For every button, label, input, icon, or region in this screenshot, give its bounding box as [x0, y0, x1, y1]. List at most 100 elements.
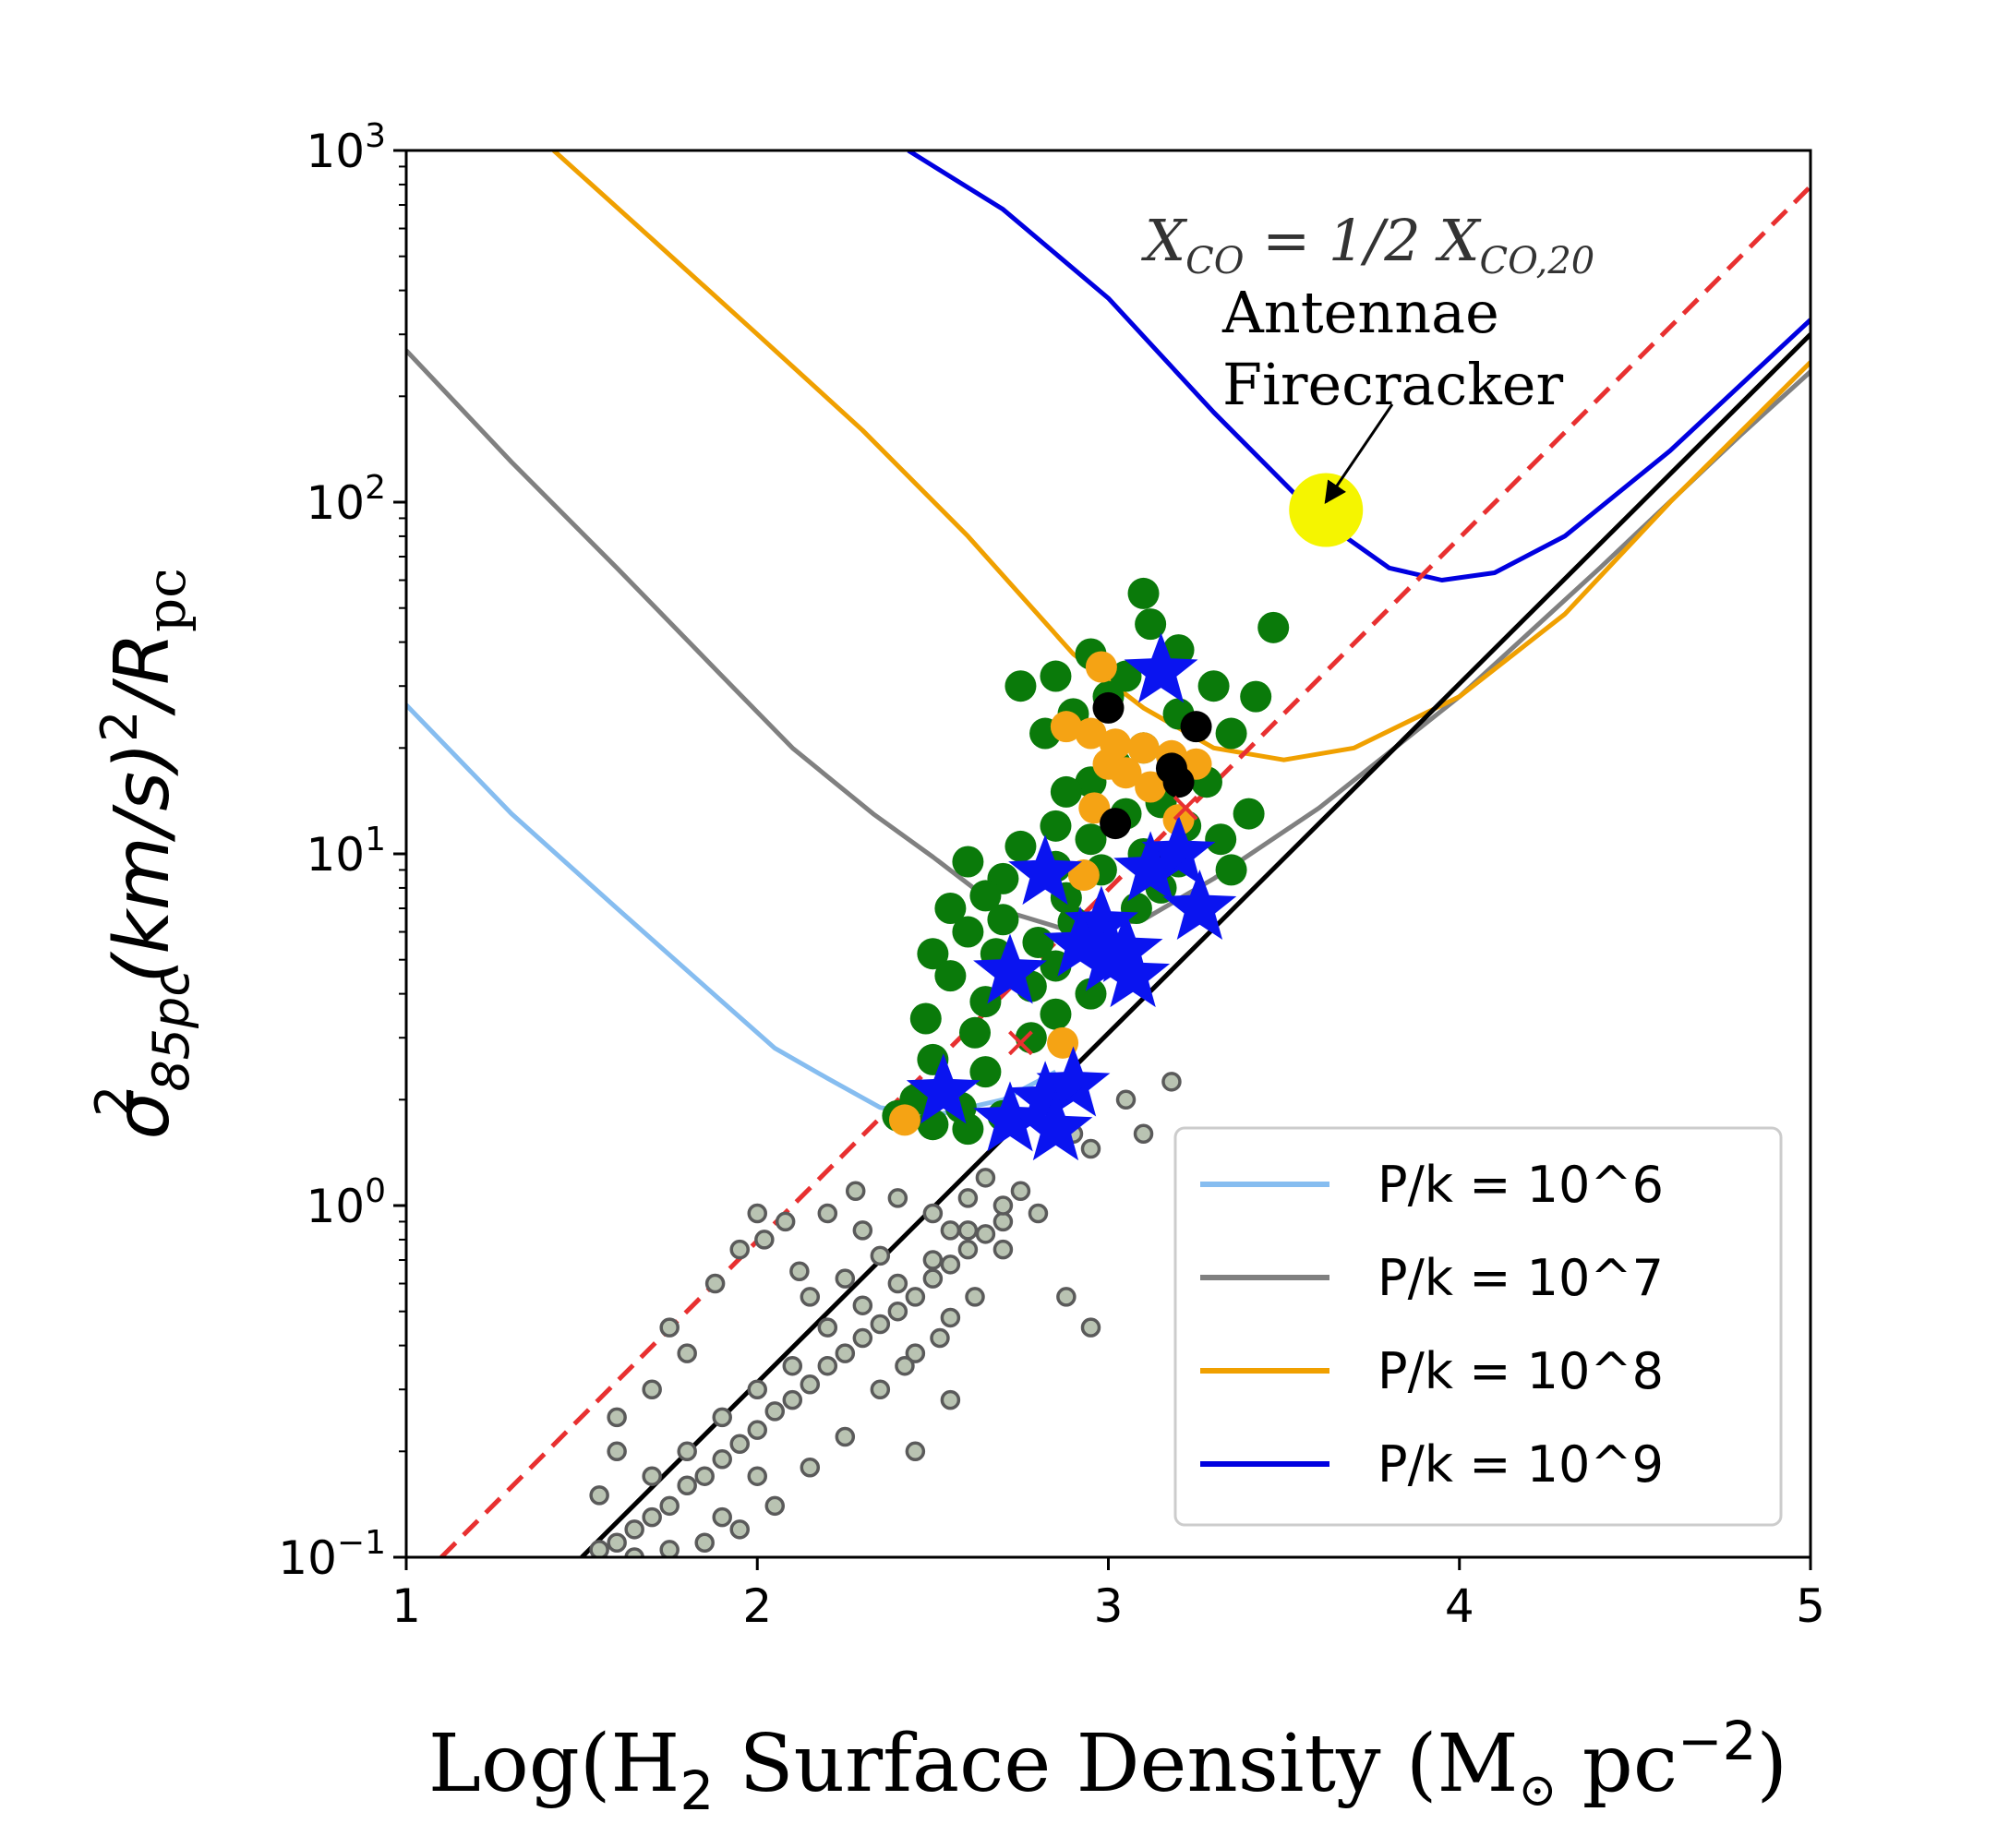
legend-label: P/k = 10^7	[1377, 1249, 1664, 1307]
cross-point	[1008, 1030, 1033, 1056]
data-point	[607, 1407, 627, 1428]
data-point	[624, 1547, 644, 1557]
data-point	[642, 1379, 662, 1399]
axes: 1 2 3 4 5 10−1 100 101 102 103	[278, 117, 1825, 1633]
data-point	[1028, 1203, 1049, 1224]
firecracker-arrow	[1324, 403, 1394, 504]
data-point	[1100, 808, 1132, 840]
x-axis-label: Log(H2 Surface Density (M⊙ pc−2)	[428, 1710, 1787, 1822]
star-point	[1036, 1046, 1111, 1117]
data-point	[694, 1466, 715, 1486]
data-point	[905, 1441, 926, 1462]
data-point	[905, 1343, 926, 1363]
data-point	[888, 1104, 920, 1136]
data-point	[659, 1495, 680, 1517]
data-point	[747, 1379, 767, 1399]
data-point	[712, 1506, 732, 1528]
x-tick-label: 5	[1796, 1579, 1825, 1633]
data-point	[1075, 978, 1107, 1010]
data-point	[992, 1211, 1014, 1232]
data-point	[959, 1016, 992, 1049]
star-point	[906, 1053, 980, 1124]
x-tick-label: 4	[1445, 1579, 1474, 1633]
legend-item: P/k = 10^6	[1200, 1156, 1664, 1214]
series-line	[907, 150, 1811, 582]
data-point	[1092, 691, 1125, 724]
data-point	[800, 1287, 821, 1307]
data-point	[1162, 766, 1195, 798]
data-point	[930, 1327, 950, 1349]
legend-item: P/k = 10^9	[1200, 1435, 1664, 1494]
star-point	[1043, 906, 1117, 977]
data-point	[952, 1113, 984, 1146]
star-point	[1162, 870, 1237, 940]
series-gray-clouds	[589, 1072, 1182, 1557]
data-point	[835, 1426, 856, 1447]
data-point	[1215, 717, 1247, 750]
data-point	[1180, 711, 1212, 743]
data-point	[642, 1466, 662, 1486]
data-point	[975, 1224, 996, 1244]
legend-label: P/k = 10^9	[1377, 1435, 1664, 1494]
data-point	[1162, 634, 1195, 666]
data-point	[940, 1220, 961, 1241]
data-point	[940, 1389, 961, 1410]
data-point	[987, 904, 1019, 936]
data-point	[835, 1343, 856, 1363]
data-point	[1050, 775, 1082, 808]
data-point	[870, 1379, 891, 1399]
data-point	[800, 1457, 821, 1478]
data-point	[729, 1519, 750, 1540]
data-point	[1127, 732, 1160, 764]
data-point	[712, 1407, 732, 1428]
data-point	[922, 1203, 944, 1224]
x-tick-label: 1	[391, 1579, 421, 1633]
series-equilibrium	[580, 332, 1811, 1557]
data-point	[1040, 810, 1072, 842]
legend-item: P/k = 10^7	[1200, 1249, 1664, 1307]
data-point	[1067, 859, 1100, 892]
y-tick-label: 100	[306, 1172, 386, 1233]
data-point	[845, 1181, 866, 1201]
data-point	[1004, 830, 1037, 862]
data-point	[905, 1287, 926, 1307]
data-point	[1047, 1026, 1079, 1059]
star-point	[1124, 632, 1198, 703]
data-point	[922, 1268, 944, 1289]
data-point	[589, 1540, 609, 1557]
data-point	[677, 1475, 697, 1495]
star-point	[1018, 1090, 1093, 1161]
data-point	[1135, 771, 1167, 803]
data-point	[1085, 651, 1117, 683]
data-point	[1050, 711, 1082, 743]
data-point	[659, 1540, 680, 1557]
data-point	[1215, 854, 1247, 886]
data-point	[729, 1239, 750, 1260]
data-point	[817, 1355, 838, 1376]
series-galactic-center-stars	[906, 632, 1237, 1161]
data-point	[704, 1273, 726, 1294]
data-point	[764, 1401, 786, 1422]
data-point	[887, 1301, 908, 1322]
data-point	[624, 1519, 644, 1540]
data-point	[1115, 1089, 1137, 1110]
data-point	[754, 1230, 775, 1250]
data-point	[607, 1532, 627, 1553]
x-tick-label: 3	[1094, 1579, 1124, 1633]
data-point	[1257, 611, 1290, 643]
data-point	[782, 1389, 803, 1410]
data-point	[775, 1211, 796, 1232]
data-point	[817, 1203, 838, 1224]
star-point	[1096, 937, 1171, 1008]
legend: P/k = 10^6 P/k = 10^7 P/k = 10^8 P/k = 10^9	[1173, 1126, 1783, 1527]
data-point	[952, 846, 984, 878]
series-crosses	[1008, 795, 1198, 1056]
y-tick-label: 103	[306, 117, 386, 178]
data-point	[887, 1273, 908, 1294]
series-p-k-10-7	[406, 348, 1811, 934]
data-point	[969, 880, 1002, 912]
data-point	[747, 1466, 767, 1486]
series-p-k-10-9	[907, 150, 1811, 582]
data-point	[1110, 660, 1142, 692]
